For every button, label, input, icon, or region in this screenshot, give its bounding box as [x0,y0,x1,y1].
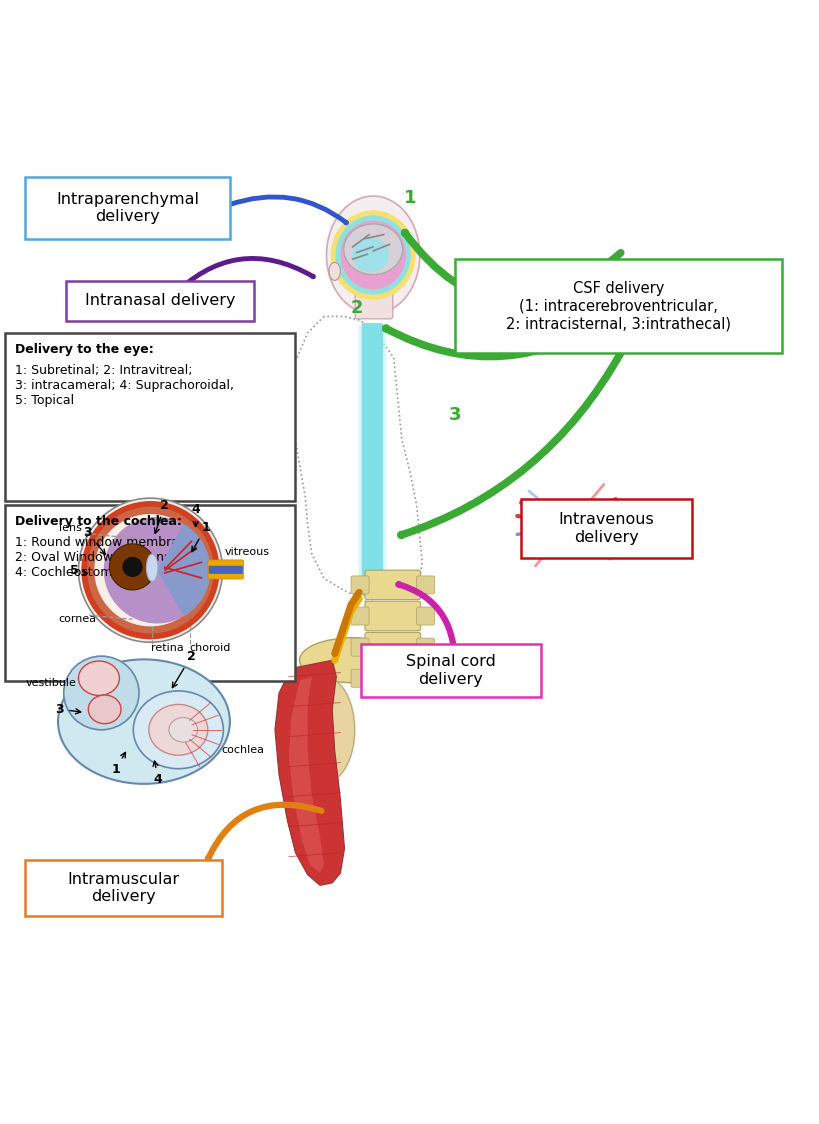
Text: 3: 3 [448,406,461,424]
Ellipse shape [79,661,120,696]
Text: Intranasal delivery: Intranasal delivery [85,293,235,308]
FancyBboxPatch shape [351,669,369,687]
Text: cornea: cornea [59,615,97,624]
Text: 1: Round window membrane;
2: Oval Window; 3: Transcanal;
4: Cochleostomy: 1: Round window membrane; 2: Oval Window… [15,536,208,579]
FancyBboxPatch shape [25,860,221,916]
Text: 1: 1 [192,520,210,552]
Ellipse shape [299,637,405,682]
Ellipse shape [169,717,197,742]
FancyBboxPatch shape [520,499,691,558]
Text: cochlea: cochlea [221,745,265,755]
FancyBboxPatch shape [416,638,434,656]
FancyBboxPatch shape [209,565,242,574]
FancyBboxPatch shape [66,281,254,320]
Ellipse shape [328,262,340,280]
Ellipse shape [88,695,121,724]
Text: choroid: choroid [189,643,231,653]
Polygon shape [274,660,344,886]
Ellipse shape [293,677,355,783]
FancyBboxPatch shape [355,281,392,319]
Ellipse shape [326,196,419,314]
Wedge shape [81,501,219,640]
Text: vestibule: vestibule [25,678,76,688]
FancyBboxPatch shape [416,669,434,687]
Text: Delivery to the cochlea:: Delivery to the cochlea: [15,515,181,527]
Text: 3: 3 [84,526,105,554]
Ellipse shape [343,224,402,274]
Circle shape [122,556,143,577]
Text: Spinal cord
delivery: Spinal cord delivery [405,654,495,687]
Text: Intraparenchymal
delivery: Intraparenchymal delivery [56,192,199,224]
Text: 2: 2 [350,299,363,317]
Text: lens: lens [59,523,82,533]
Circle shape [79,498,222,642]
Ellipse shape [58,660,229,783]
FancyBboxPatch shape [455,260,781,353]
Text: 2: 2 [154,499,169,534]
FancyBboxPatch shape [361,323,382,597]
FancyBboxPatch shape [351,607,369,625]
Text: 4: 4 [153,761,162,786]
Ellipse shape [335,216,410,294]
FancyBboxPatch shape [358,326,386,593]
FancyBboxPatch shape [5,505,295,681]
Ellipse shape [147,554,158,581]
Text: 2: 2 [172,650,195,688]
Ellipse shape [149,705,207,755]
Text: retina: retina [151,643,183,653]
FancyBboxPatch shape [416,575,434,593]
Polygon shape [288,677,324,873]
Text: Delivery to the eye:: Delivery to the eye: [15,343,153,355]
FancyBboxPatch shape [5,333,295,500]
Text: vitreous: vitreous [224,547,269,558]
Ellipse shape [352,238,389,272]
FancyBboxPatch shape [351,638,369,656]
Text: Intramuscular
delivery: Intramuscular delivery [67,871,179,904]
FancyBboxPatch shape [364,633,420,662]
Ellipse shape [340,220,405,289]
Text: 3: 3 [56,702,80,716]
FancyBboxPatch shape [25,178,229,238]
FancyBboxPatch shape [416,607,434,625]
Text: Intravenous
delivery: Intravenous delivery [558,513,654,545]
Text: 1: Subretinal; 2: Intravitreal;
3: intracameral; 4: Suprachoroidal,
5: Topical: 1: Subretinal; 2: Intravitreal; 3: intra… [15,364,233,407]
Text: 4: 4 [191,502,200,526]
Ellipse shape [330,210,415,300]
FancyBboxPatch shape [364,601,420,631]
Ellipse shape [64,656,139,729]
FancyBboxPatch shape [360,644,541,697]
Wedge shape [157,524,210,616]
FancyBboxPatch shape [364,663,420,694]
Text: CSF delivery
(1: intracerebroventricular,
2: intracisternal, 3:intrathecal): CSF delivery (1: intracerebroventricular… [505,281,731,332]
FancyBboxPatch shape [364,570,420,600]
Circle shape [104,517,210,624]
Text: 5: 5 [70,564,87,578]
Text: 1: 1 [111,752,125,777]
FancyBboxPatch shape [351,575,369,593]
FancyBboxPatch shape [208,560,243,579]
Ellipse shape [133,691,223,769]
Wedge shape [87,507,214,634]
Text: 1: 1 [403,189,416,207]
Circle shape [109,544,156,590]
